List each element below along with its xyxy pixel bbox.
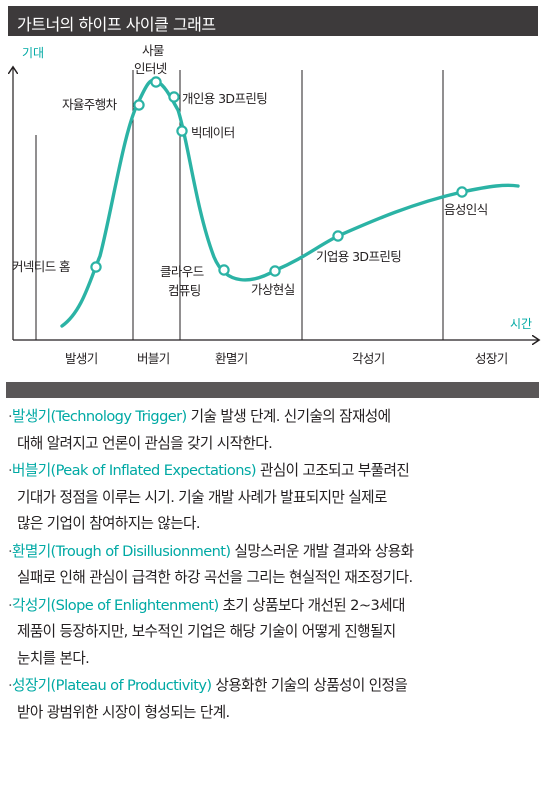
- point-label: 개인용 3D프린팅: [182, 91, 267, 106]
- point-label: 컴퓨팅: [168, 283, 201, 298]
- description-text: 눈치를 본다.: [17, 649, 90, 667]
- point-marker: [332, 230, 344, 242]
- phase-term: 각성기(Slope of Enlightenment): [12, 596, 219, 614]
- section-divider-bar: [6, 382, 539, 398]
- point-label: 커넥티드 홈: [12, 259, 70, 274]
- phase-label: 발생기: [65, 351, 98, 366]
- description-item: ·성장기(Plateau of Productivity) 상용화한 기술의 상…: [8, 673, 538, 726]
- point-label: 가상현실: [251, 282, 295, 297]
- description-text: 제품이 등장하지만, 보수적인 기업은 해당 기술이 어떻게 진행될지: [17, 623, 396, 640]
- description-text: 대해 알려지고 언론이 관심을 갖기 시작한다.: [17, 434, 273, 452]
- bullet: ·: [8, 408, 13, 425]
- description-text: 관심이 고조되고 부풀려진: [255, 462, 410, 479]
- point-label: 클라우드: [160, 264, 204, 279]
- description-item: ·발생기(Technology Trigger) 기술 발생 단계. 신기술의 …: [8, 404, 538, 457]
- description-text: 받아 광범위한 시장이 형성되는 단계.: [17, 703, 230, 721]
- description-item: ·환멸기(Trough of Disillusionment) 실망스러운 개발…: [8, 539, 538, 592]
- bullet: ·: [8, 462, 13, 479]
- phase-label: 각성기: [352, 351, 385, 366]
- point-marker: [133, 99, 145, 111]
- phase-term: 버블기(Peak of Inflated Expectations): [12, 462, 257, 479]
- point-marker: [269, 265, 281, 277]
- description-item: ·버블기(Peak of Inflated Expectations) 관심이 …: [8, 458, 538, 538]
- phase-label: 성장기: [475, 351, 508, 366]
- point-marker: [218, 264, 230, 276]
- description-text: 기술 발생 단계. 신기술의 잠재성에: [186, 408, 391, 425]
- description-text: 상용화한 기술의 상품성이 인정을: [211, 677, 408, 694]
- bullet: ·: [8, 677, 13, 694]
- phase-label: 버블기: [137, 351, 170, 366]
- page-title: 가트너의 하이프 사이클 그래프: [17, 15, 216, 34]
- description-text: 초기 상품보다 개선된 2~3세대: [218, 596, 406, 614]
- point-label: 사물: [142, 43, 164, 58]
- point-label: 자율주행차: [62, 97, 118, 112]
- point-marker: [168, 91, 180, 103]
- phase-term: 환멸기(Trough of Disillusionment): [12, 542, 231, 560]
- phase-term: 성장기(Plateau of Productivity): [12, 677, 212, 694]
- x-axis-label: 시간: [510, 317, 532, 331]
- bullet: ·: [8, 596, 13, 614]
- point-marker: [90, 261, 102, 273]
- y-axis-label: 기대: [22, 46, 44, 60]
- point-label: 기업용 3D프린팅: [316, 249, 401, 264]
- point-label: 인터넷: [134, 61, 167, 76]
- hype-curve: [60, 78, 520, 328]
- point-marker: [150, 76, 162, 88]
- point-label: 빅데이터: [191, 125, 235, 140]
- description-text: 실패로 인해 관심이 급격한 하강 곡선을 그리는 현실적인 재조정기다.: [17, 569, 413, 586]
- point-label: 음성인식: [444, 202, 488, 217]
- phase-descriptions: ·발생기(Technology Trigger) 기술 발생 단계. 신기술의 …: [8, 404, 538, 727]
- point-marker: [176, 125, 188, 137]
- point-marker: [456, 186, 468, 198]
- description-text: 기대가 정점을 이루는 시기. 기술 개발 사례가 발표되지만 실제로: [17, 488, 387, 506]
- description-text: 실망스러운 개발 결과와 상용화: [230, 542, 414, 560]
- phase-term: 발생기(Technology Trigger): [12, 408, 187, 425]
- title-bar: 가트너의 하이프 사이클 그래프: [8, 6, 538, 36]
- description-item: ·각성기(Slope of Enlightenment) 초기 상품보다 개선된…: [8, 593, 538, 673]
- description-text: 많은 기업이 참여하지는 않는다.: [17, 515, 201, 532]
- phase-label: 환멸기: [215, 351, 248, 366]
- hype-cycle-chart: 기대 시간 커넥티드 홈 자율주행차 사물 인터넷 개인용 3D프린팅 빅데이터…: [0, 43, 545, 366]
- bullet: ·: [8, 542, 13, 560]
